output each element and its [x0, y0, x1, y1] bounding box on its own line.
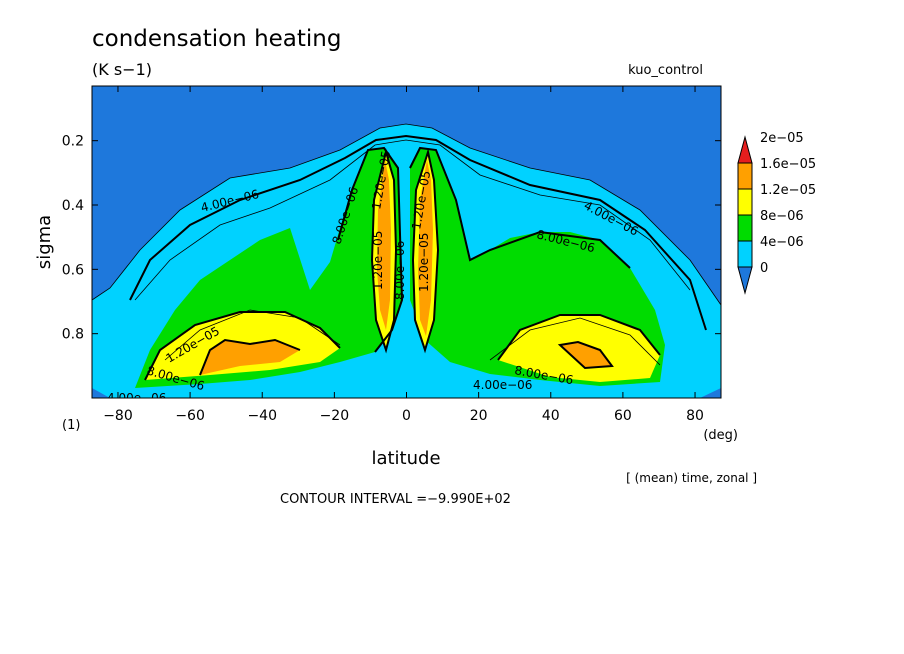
contour-label: 8.00e−06	[393, 241, 407, 300]
colorbar-label: 0	[760, 261, 768, 276]
contour-line-1-2e-05-right	[497, 314, 661, 361]
x-axis-label: latitude	[371, 448, 440, 469]
contour-line-1-2e-05-left	[144, 311, 341, 381]
x-tick-label: 20	[470, 408, 488, 424]
colorbar: 0 4e−06 8e−06 1.2e−05 1.6e−05 2e−05	[737, 131, 816, 295]
colorbar-swatch	[737, 214, 753, 242]
contour-label: 4.00e−06	[473, 378, 532, 392]
x-tick-label: 60	[614, 408, 632, 424]
y-tick-label: 0.4	[62, 198, 84, 214]
contour-line-b	[134, 139, 691, 301]
colorbar-over-arrow	[737, 135, 753, 164]
x-tick-label: −20	[320, 408, 350, 424]
colorbar-label: 2e−05	[760, 131, 804, 146]
contour-label: 1.20e−05	[417, 233, 431, 292]
experiment-label: kuo_control	[628, 63, 703, 78]
y-tick-label: 0.8	[62, 327, 84, 343]
y-axis: 0.2 0.4 0.6 0.8	[62, 134, 721, 343]
colorbar-under-arrow	[737, 266, 753, 295]
contour-line-d	[489, 317, 661, 366]
y-tick-label: 0.6	[62, 262, 84, 278]
contour-label: 4.00e−06	[107, 391, 166, 405]
x-tick-label: −40	[247, 408, 277, 424]
x-tick-label: −80	[103, 408, 133, 424]
contour-line-a	[92, 123, 721, 306]
contour-line-1-6e-05-right	[557, 340, 614, 370]
x-axis-unit: (deg)	[703, 428, 738, 443]
colorbar-label: 1.2e−05	[760, 183, 816, 198]
y-tick-label: 0.2	[62, 134, 84, 150]
contour-line-1-6e-05-left	[199, 338, 301, 376]
x-tick-label: 40	[542, 408, 560, 424]
y-axis-label: sigma	[34, 215, 55, 269]
panel-label: (1)	[62, 418, 80, 433]
x-axis: −80 −60 −40 −20 0 20 40 60 80	[103, 86, 704, 424]
colorbar-label: 1.6e−05	[760, 157, 816, 172]
colorbar-label: 8e−06	[760, 209, 804, 224]
contour-interval-note: CONTOUR INTERVAL =−9.990E+02	[280, 492, 511, 507]
contour-line-1-2e-05-core-a	[370, 148, 398, 354]
x-tick-label: −60	[175, 408, 205, 424]
colorbar-swatch	[737, 162, 753, 190]
averaging-note: [ (mean) time, zonal ]	[626, 471, 757, 485]
colorbar-swatch	[737, 240, 753, 268]
colorbar-swatch	[737, 188, 753, 216]
level-1-6e-05-region-core-b	[418, 160, 433, 336]
x-tick-label: 80	[686, 408, 704, 424]
chart-title: condensation heating	[92, 26, 341, 52]
x-tick-label: 0	[402, 408, 411, 424]
units-label: (K s−1)	[92, 60, 152, 79]
level-1-6e-05-region-left	[200, 340, 300, 375]
level-1-6e-05-region-core-a	[377, 160, 391, 330]
level-1-6e-05-region-right	[560, 342, 612, 368]
contour-field: 4.00e−06 4.00e−06 4.00e−06 4.00e−06 8.00…	[92, 86, 721, 405]
colorbar-label: 4e−06	[760, 235, 804, 250]
contour-line-4e-06	[129, 134, 707, 331]
contour-line-c	[164, 309, 341, 361]
contour-line-1-2e-05-core-b	[411, 148, 440, 354]
contour-label: 1.20e−05	[371, 231, 385, 290]
contour-line-8e-06-right	[409, 146, 631, 269]
